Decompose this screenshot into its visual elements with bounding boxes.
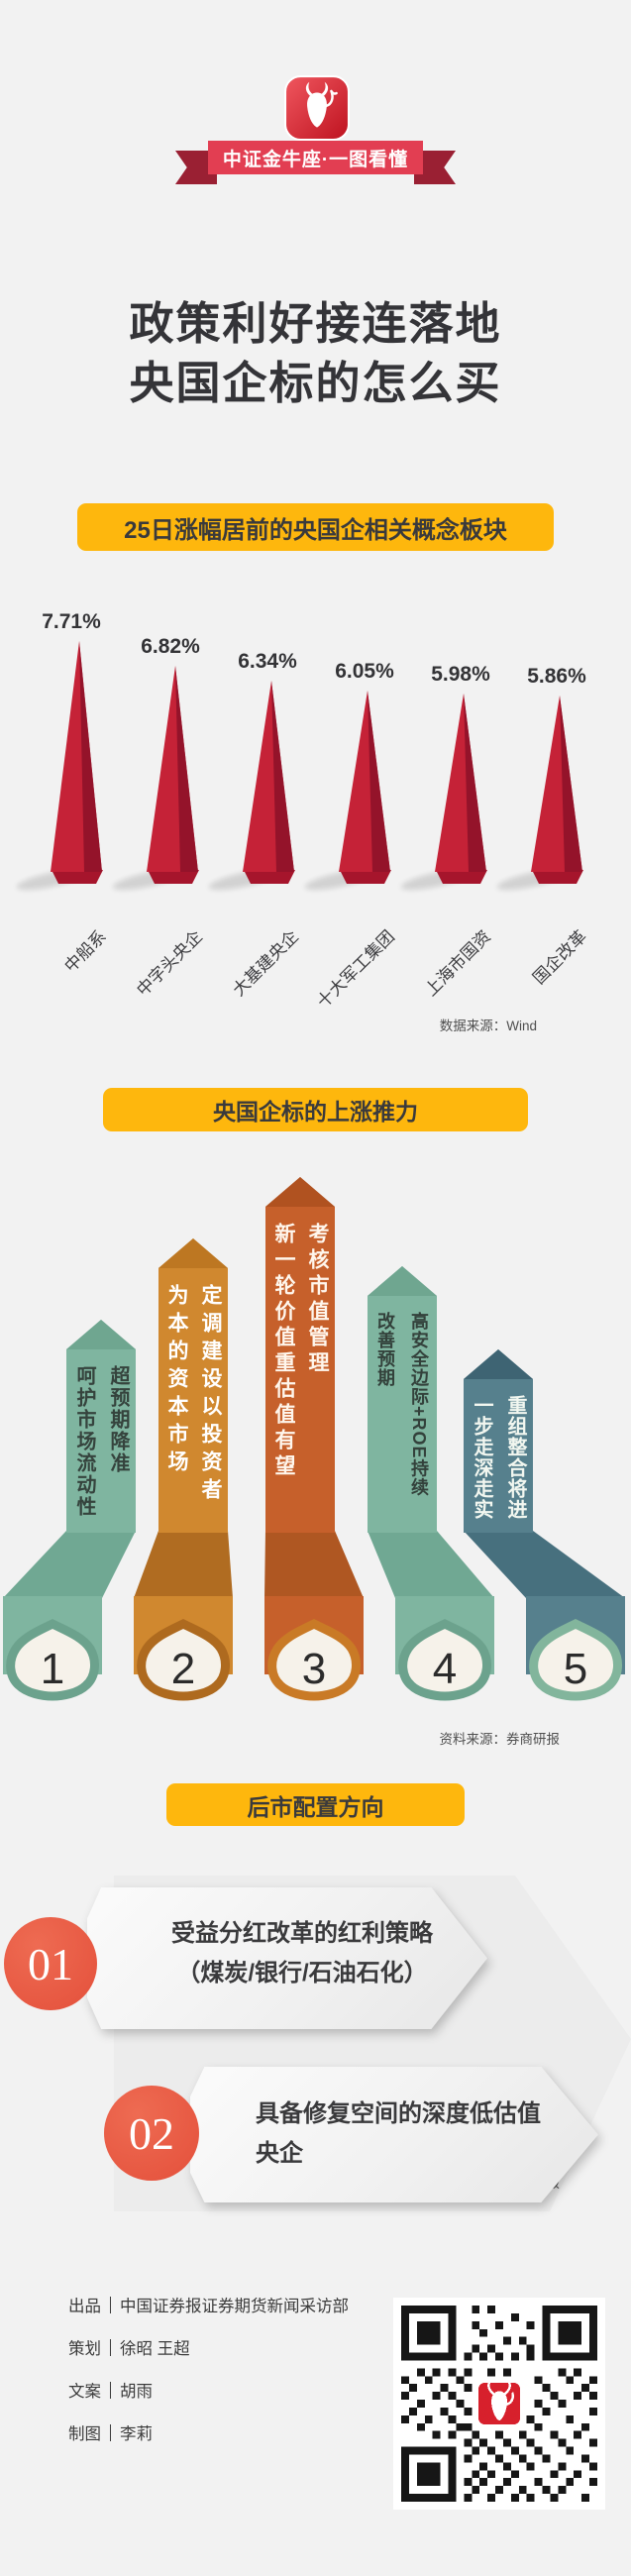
strategy-text-1: 受益分红改革的红利策略 （煤炭/银行/石油石化） (139, 1914, 466, 1993)
credit-value: 李莉 (120, 2425, 153, 2443)
data-source-note: 资料来源：券商研报 (439, 1732, 561, 1747)
credit-value: 徐昭 王超 (120, 2340, 190, 2358)
strategy-number-1: 01 (4, 1917, 97, 2010)
section-heading-drivers: 央国企标的上涨推力 (103, 1088, 528, 1131)
strategy-text-2: 具备修复空间的深度低估值 央企 (256, 2094, 582, 2174)
driver-arrow-5: 5 (464, 1349, 625, 1701)
credit-label: 出品 (68, 2298, 101, 2315)
strategy-line: 具备修复空间的深度低估值 (256, 2100, 541, 2127)
section-heading-drivers-label: 央国企标的上涨推力 (213, 1099, 418, 1125)
spike-bars (51, 641, 582, 872)
driver-text-line: 考核市值管理 (306, 1223, 329, 1377)
spike-bar-chart: 7.71% 6.82% 6.34% 6.05% 5.98% 5.86% (16, 610, 586, 891)
section-heading-gains-label: 25日涨幅居前的央国企相关概念板块 (124, 516, 507, 544)
value-label: 6.34% (238, 650, 297, 673)
strategy-ribbon-1 (87, 1887, 487, 2029)
value-label: 5.86% (527, 665, 586, 688)
driver-text-1: 超预期降准 呵护市场流动性 (67, 1365, 135, 1528)
driver-arrow-1: 1 (3, 1320, 136, 1701)
value-label: 6.82% (141, 635, 200, 658)
credit-line-producer: 出品 中国证券报证券期货新闻采访部 (68, 2293, 349, 2316)
credit-divider (110, 2381, 111, 2399)
page-title-line1: 政策利好接连落地 (129, 298, 502, 349)
credit-label: 策划 (68, 2340, 101, 2358)
driver-arrows-diagram: 1 2 3 4 (3, 1177, 625, 1701)
section-heading-outlook: 后市配置方向 (166, 1783, 465, 1826)
value-label: 5.98% (431, 663, 490, 686)
brand-ribbon: 中证金牛座·一图看懂 (208, 141, 423, 174)
driver-number: 2 (171, 1645, 195, 1693)
driver-text-line: 新一轮价值重估值有望 (272, 1223, 295, 1480)
driver-arrow-2: 2 (134, 1238, 233, 1701)
credit-divider (110, 2338, 111, 2356)
strategy-number-label: 02 (129, 2107, 174, 2159)
driver-text-2: 定调建设以投资者 为本的资本市场 (159, 1284, 227, 1528)
driver-number: 5 (564, 1645, 587, 1693)
section-heading-outlook-label: 后市配置方向 (247, 1793, 384, 1820)
driver-text-line: 为本的资本市场 (165, 1284, 188, 1478)
driver-text-line: 高安全边际+ROE持续 (409, 1312, 429, 1497)
strategy-ribbon-2 (190, 2067, 598, 2202)
page-title-line2: 央国企标的怎么买 (129, 358, 502, 408)
driver-text-line: 呵护市场流动性 (73, 1365, 95, 1518)
credit-label: 文案 (68, 2383, 101, 2401)
driver-number: 1 (41, 1645, 64, 1693)
strategy-line: （煤炭/银行/石油石化） (176, 1960, 428, 1986)
credit-line-planning: 策划 徐昭 王超 (68, 2335, 190, 2359)
value-label: 6.05% (335, 660, 394, 683)
strategy-line: 央企 (256, 2140, 303, 2167)
section-heading-gains: 25日涨幅居前的央国企相关概念板块 (77, 503, 554, 551)
driver-text-5: 重组整合将进 一步走深走实 (465, 1395, 532, 1530)
driver-text-line: 定调建设以投资者 (199, 1284, 222, 1506)
driver-arrow-3: 3 (264, 1177, 364, 1701)
driver-text-3: 考核市值管理 新一轮价值重估值有望 (266, 1223, 334, 1520)
strategy-number-2: 02 (104, 2086, 199, 2181)
spike-bases (52, 870, 583, 884)
credit-line-copy: 文案 胡雨 (68, 2378, 153, 2402)
value-label: 7.71% (42, 610, 101, 633)
bull-icon (284, 75, 350, 141)
spike-value-labels: 7.71% 6.82% 6.34% 6.05% 5.98% 5.86% (42, 610, 586, 688)
credit-value: 胡雨 (120, 2383, 153, 2401)
driver-text-line: 改善预期 (375, 1312, 395, 1387)
driver-text-4: 高安全边际+ROE持续 改善预期 (368, 1312, 436, 1528)
strategy-line: 受益分红改革的红利策略 (171, 1920, 433, 1947)
credit-divider (110, 2423, 111, 2441)
driver-arrow-4: 4 (368, 1266, 494, 1701)
credit-label: 制图 (68, 2425, 101, 2443)
brand-label: 中证金牛座·一图看懂 (222, 149, 409, 170)
wechat-qr-code (393, 2298, 605, 2510)
credit-value: 中国证券报证券期货新闻采访部 (120, 2298, 349, 2315)
driver-text-line: 一步走深走实 (471, 1395, 492, 1520)
driver-text-line: 超预期降准 (107, 1365, 129, 1474)
driver-text-line: 重组整合将进 (504, 1395, 526, 1520)
credit-divider (110, 2296, 111, 2313)
data-source-note: 数据来源：Wind (439, 1019, 537, 1033)
strategy-number-label: 01 (28, 1938, 73, 1989)
credit-line-graphics: 制图 李莉 (68, 2420, 153, 2444)
driver-number: 3 (302, 1645, 326, 1693)
driver-number: 4 (433, 1645, 457, 1693)
qr-center-bull-icon (474, 2379, 524, 2428)
